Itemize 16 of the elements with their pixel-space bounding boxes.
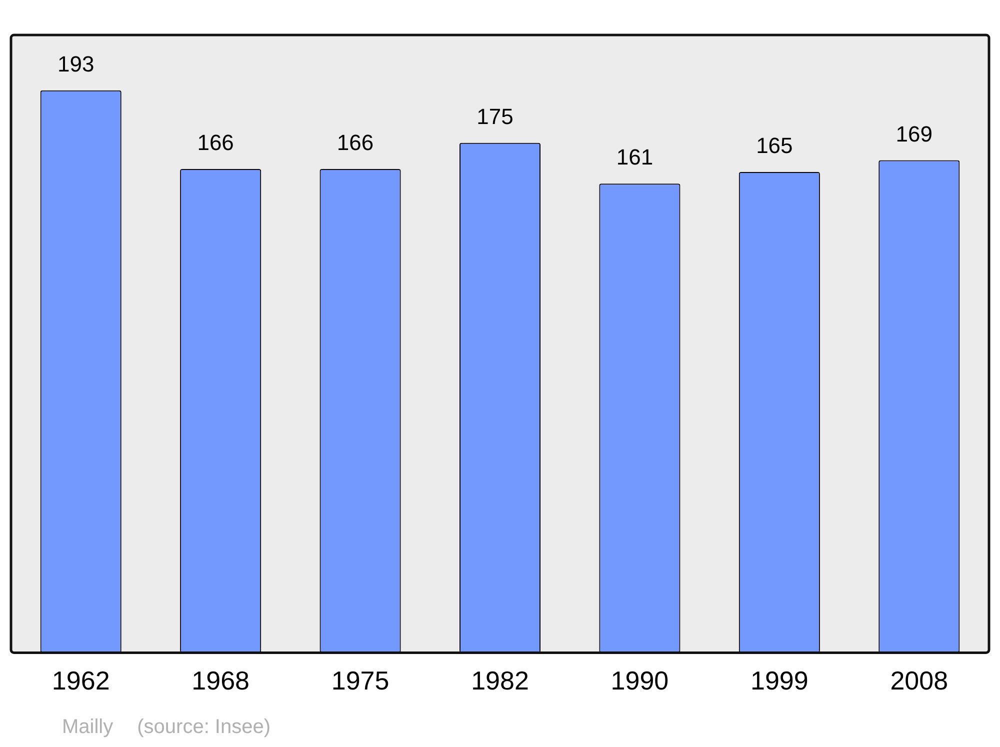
data-label: 166 <box>197 130 234 156</box>
x-tick-label: 1990 <box>610 666 669 696</box>
data-label: 193 <box>58 51 94 76</box>
x-tick-label: 1982 <box>471 666 529 696</box>
x-tick-label: 1968 <box>192 666 250 696</box>
x-tick-label: 2008 <box>890 666 948 696</box>
data-label: 166 <box>336 130 374 156</box>
x-tick-label: 1975 <box>331 666 390 696</box>
data-label: 165 <box>756 132 793 158</box>
data-label: 169 <box>896 121 932 146</box>
data-label: 175 <box>476 104 514 129</box>
data-label: 161 <box>616 144 654 170</box>
x-tick-label: 1962 <box>52 666 110 696</box>
text: (source: Insee) <box>137 716 271 738</box>
text: Mailly <box>62 716 114 738</box>
x-tick-label: 1999 <box>750 666 808 696</box>
